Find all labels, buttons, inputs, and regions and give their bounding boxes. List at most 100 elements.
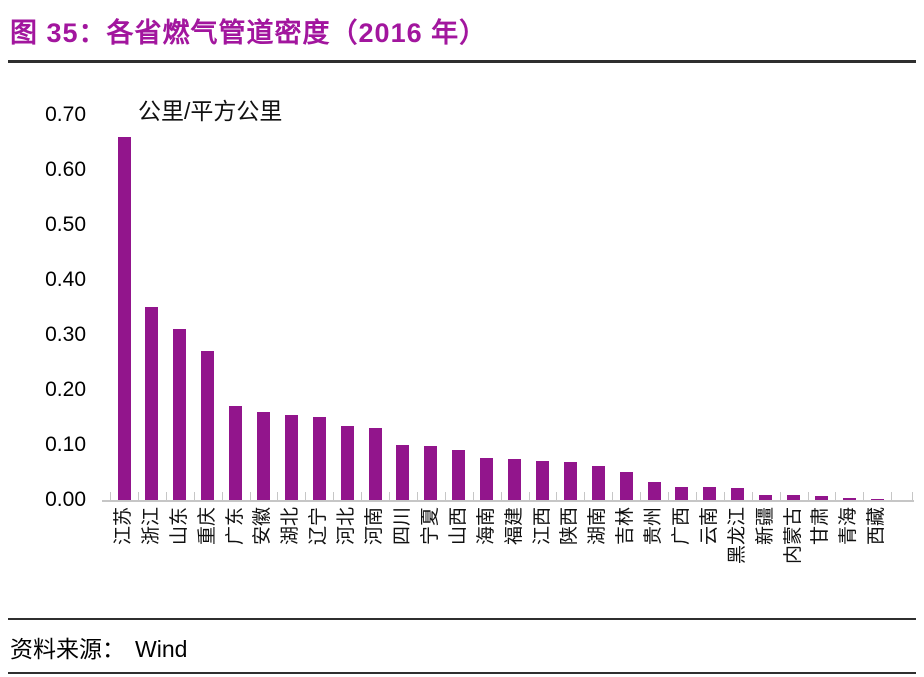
- bar: [117, 137, 131, 500]
- x-axis-label-text: 宁夏: [419, 507, 441, 546]
- bar: [452, 450, 466, 500]
- bar: [173, 329, 187, 500]
- bottom-border-line: [8, 672, 916, 674]
- figure-title: 图 35：各省燃气管道密度（2016 年）: [10, 18, 488, 48]
- axis-tick: [779, 492, 781, 500]
- bar: [759, 495, 773, 500]
- axis-tick: [695, 492, 697, 500]
- axis-tick: [221, 492, 223, 500]
- axis-tick: [305, 492, 307, 500]
- source-divider-line: [8, 618, 916, 620]
- x-axis-label-text: 西藏: [866, 507, 888, 546]
- bar: [201, 351, 215, 500]
- x-axis-label-text: 江苏: [113, 507, 134, 546]
- axis-tick: [723, 492, 725, 500]
- axis-tick: [863, 492, 865, 500]
- bar: [536, 461, 549, 500]
- bar: [340, 426, 354, 500]
- axis-tick: [193, 492, 195, 500]
- bar: [368, 428, 382, 500]
- axis-tick: [891, 492, 893, 500]
- axis-tick: [249, 492, 251, 500]
- x-axis-label-text: 浙江: [140, 507, 162, 546]
- x-axis-label-text: 广西: [670, 507, 692, 546]
- y-axis-tick-label: 0.50: [45, 213, 86, 236]
- y-axis-tick-label: 0.10: [45, 433, 86, 456]
- axis-tick: [110, 492, 111, 500]
- y-axis-tick-label: 0.00: [45, 488, 86, 511]
- axis-tick: [277, 492, 279, 500]
- bar: [563, 462, 577, 500]
- bar: [591, 466, 605, 500]
- bar: [619, 472, 633, 500]
- x-axis-label-text: 青海: [838, 507, 860, 546]
- axis-tick: [389, 492, 390, 500]
- bar: [703, 487, 717, 500]
- axis-tick: [640, 492, 642, 500]
- axis-tick: [528, 492, 530, 500]
- x-axis-label-text: 辽宁: [308, 507, 330, 546]
- bar: [145, 307, 159, 500]
- axis-tick: [612, 492, 614, 500]
- axis-tick: [361, 492, 363, 500]
- x-axis-label-text: 黑龙江: [726, 507, 748, 565]
- x-axis-label-text: 甘肃: [810, 507, 832, 546]
- x-axis-label-text: 安徽: [252, 507, 274, 546]
- bar: [284, 415, 298, 500]
- axis-tick: [556, 492, 558, 500]
- axis-tick: [472, 492, 474, 500]
- bar: [396, 445, 410, 500]
- y-axis-tick-label: 0.40: [45, 268, 86, 291]
- x-axis-label-text: 新疆: [754, 507, 776, 546]
- axis-tick: [835, 492, 837, 500]
- x-axis-label-text: 陕西: [559, 507, 581, 546]
- y-axis-tick-label: 0.20: [45, 378, 86, 401]
- x-axis-label-text: 重庆: [196, 507, 218, 546]
- source-line: 资料来源： Wind: [10, 630, 187, 664]
- x-axis-label-text: 河北: [336, 507, 358, 546]
- bar: [229, 406, 243, 500]
- axis-tick: [416, 492, 418, 500]
- title-divider-line: [8, 60, 916, 63]
- bar: [480, 458, 494, 500]
- bar: [424, 446, 438, 500]
- x-axis-label-text: 贵州: [643, 507, 664, 546]
- axis-tick: [584, 492, 586, 500]
- bar: [647, 482, 661, 500]
- x-axis-label-text: 四川: [391, 507, 413, 546]
- x-axis-label-text: 福建: [503, 507, 525, 546]
- x-axis-label-text: 河南: [364, 507, 386, 546]
- axis-tick: [668, 492, 669, 500]
- x-axis-label-text: 山东: [168, 507, 190, 546]
- axis-tick: [444, 492, 446, 500]
- y-axis-unit-label: 公里/平方公里: [138, 98, 283, 124]
- x-axis-label-text: 湖南: [587, 507, 609, 546]
- axis-tick: [751, 492, 753, 500]
- bar: [787, 495, 800, 500]
- x-axis-label-text: 湖北: [280, 507, 302, 546]
- bar: [675, 487, 689, 500]
- x-axis-label-text: 吉林: [615, 507, 637, 546]
- y-axis-tick-label: 0.60: [45, 158, 86, 181]
- x-axis-label-text: 内蒙古: [782, 507, 804, 565]
- y-axis-tick-label: 0.70: [45, 103, 86, 126]
- bar: [256, 412, 270, 500]
- bar: [312, 417, 326, 500]
- axis-tick: [807, 492, 809, 500]
- x-axis-label-text: 海南: [475, 507, 497, 546]
- y-axis-tick-label: 0.30: [45, 323, 86, 346]
- axis-tick: [165, 492, 167, 500]
- source-label: 资料来源：: [10, 637, 125, 662]
- x-axis-label-text: 云南: [698, 507, 720, 546]
- bar: [731, 488, 745, 500]
- axis-tick: [333, 492, 335, 500]
- x-axis-label-text: 广东: [224, 507, 246, 546]
- axis-tick: [137, 492, 139, 500]
- source-value: Wind: [135, 636, 188, 662]
- bar: [870, 499, 884, 500]
- bar: [508, 459, 521, 500]
- bar: [842, 498, 856, 500]
- bar: [814, 496, 828, 500]
- axis-tick: [912, 492, 913, 500]
